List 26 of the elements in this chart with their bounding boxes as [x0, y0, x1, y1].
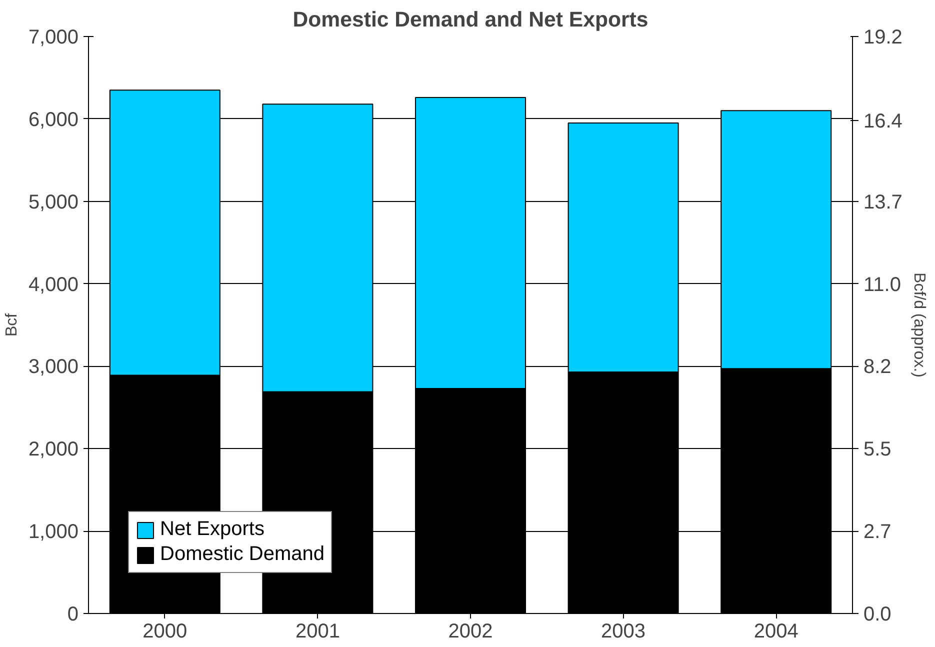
x-tick-label: 2001	[295, 620, 340, 642]
x-tick-label: 2002	[448, 620, 493, 642]
y2-tick-label: 11.0	[864, 274, 901, 296]
y2-tick-label: 16.4	[864, 110, 902, 133]
y-tick-label: 4,000	[28, 274, 79, 296]
y-tick-label: 6,000	[28, 108, 79, 131]
chart-title: Domestic Demand and Net Exports	[292, 8, 648, 32]
y-tick-label: 3,000	[28, 356, 79, 378]
y2-tick-label: 13.7	[864, 191, 902, 214]
y-tick-label: 1,000	[28, 521, 79, 544]
y2-tick-label: 0.0	[864, 604, 892, 626]
y-tick-label: 2,000	[28, 438, 79, 461]
y2-tick-label: 5.5	[864, 438, 892, 461]
y2-axis-title: Bcf/d (approx.)	[910, 272, 928, 378]
y-axis-title: Bcf	[3, 312, 20, 337]
x-tick-label: 2003	[601, 620, 646, 642]
x-tick-label: 2000	[142, 620, 188, 642]
y2-tick-label: 2.7	[864, 521, 892, 544]
y2-tick-label: 19.2	[864, 26, 902, 48]
y-tick-label: 7,000	[28, 26, 79, 48]
y2-tick-label: 8.2	[864, 356, 892, 378]
y-tick-label: 5,000	[28, 191, 79, 214]
legend-label: Net Exports	[160, 518, 264, 541]
legend-label: Domestic Demand	[160, 543, 325, 566]
x-tick-label: 2004	[754, 620, 798, 642]
y-tick-label: 0	[67, 604, 78, 626]
